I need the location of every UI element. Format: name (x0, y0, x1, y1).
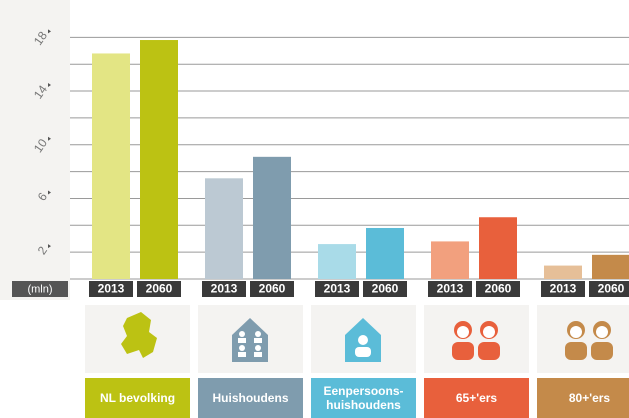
icon-person (355, 347, 371, 357)
icon-body (591, 342, 613, 360)
bar (592, 254, 629, 279)
unit-label: (mln) (27, 283, 52, 295)
year-label: 2013 (550, 282, 577, 296)
year-box (428, 281, 472, 297)
bar (92, 53, 130, 280)
icon-map (121, 312, 157, 358)
icon-person (255, 345, 261, 351)
icon-house (232, 318, 268, 362)
year-label: 2013 (324, 282, 351, 296)
year-box (363, 281, 407, 297)
year-label: 2013 (437, 282, 464, 296)
icon-panel (424, 305, 529, 373)
category-label: 80+'ers (537, 378, 629, 418)
tick-marker (48, 244, 51, 249)
bar (479, 217, 517, 279)
year-box (476, 281, 520, 297)
icon-person (239, 345, 245, 351)
icon-face (570, 326, 582, 338)
icon-person (238, 338, 246, 343)
icon-body (478, 342, 500, 360)
year-box (250, 281, 294, 297)
year-label: 2060 (259, 282, 286, 296)
category-label: Eenpersoons-huishoudens (311, 378, 416, 418)
icon-person (358, 335, 368, 345)
bar (253, 156, 291, 279)
tick-marker (48, 83, 51, 88)
bar (140, 40, 178, 280)
year-label: 2060 (372, 282, 399, 296)
year-label: 2060 (146, 282, 173, 296)
bar (431, 241, 469, 279)
tick-marker (48, 136, 51, 141)
year-label: 2060 (598, 282, 625, 296)
axis-panel (0, 0, 70, 300)
icon-body (452, 342, 474, 360)
bar (366, 227, 404, 279)
icon-face (457, 326, 469, 338)
unit-box (12, 281, 68, 297)
bar (205, 178, 243, 279)
category-label: NL bevolking (85, 378, 190, 418)
icon-panel (537, 305, 629, 373)
year-box (89, 281, 133, 297)
category-label: 65+'ers (424, 378, 529, 418)
icon-face (596, 326, 608, 338)
icon-person (238, 352, 246, 357)
tick-marker (48, 29, 51, 34)
year-box (589, 281, 629, 297)
bar (318, 244, 356, 279)
icon-face (483, 326, 495, 338)
year-box (202, 281, 246, 297)
year-box (315, 281, 359, 297)
icon-person (239, 331, 245, 337)
bar (544, 265, 582, 279)
icon-person (255, 331, 261, 337)
icon-person (254, 338, 262, 343)
year-box (541, 281, 585, 297)
year-label: 2013 (211, 282, 238, 296)
year-label: 2013 (98, 282, 125, 296)
tick-marker (48, 190, 51, 195)
icon-person (254, 352, 262, 357)
year-label: 2060 (485, 282, 512, 296)
category-label: Huishoudens (198, 378, 303, 418)
icon-body (565, 342, 587, 360)
year-box (137, 281, 181, 297)
